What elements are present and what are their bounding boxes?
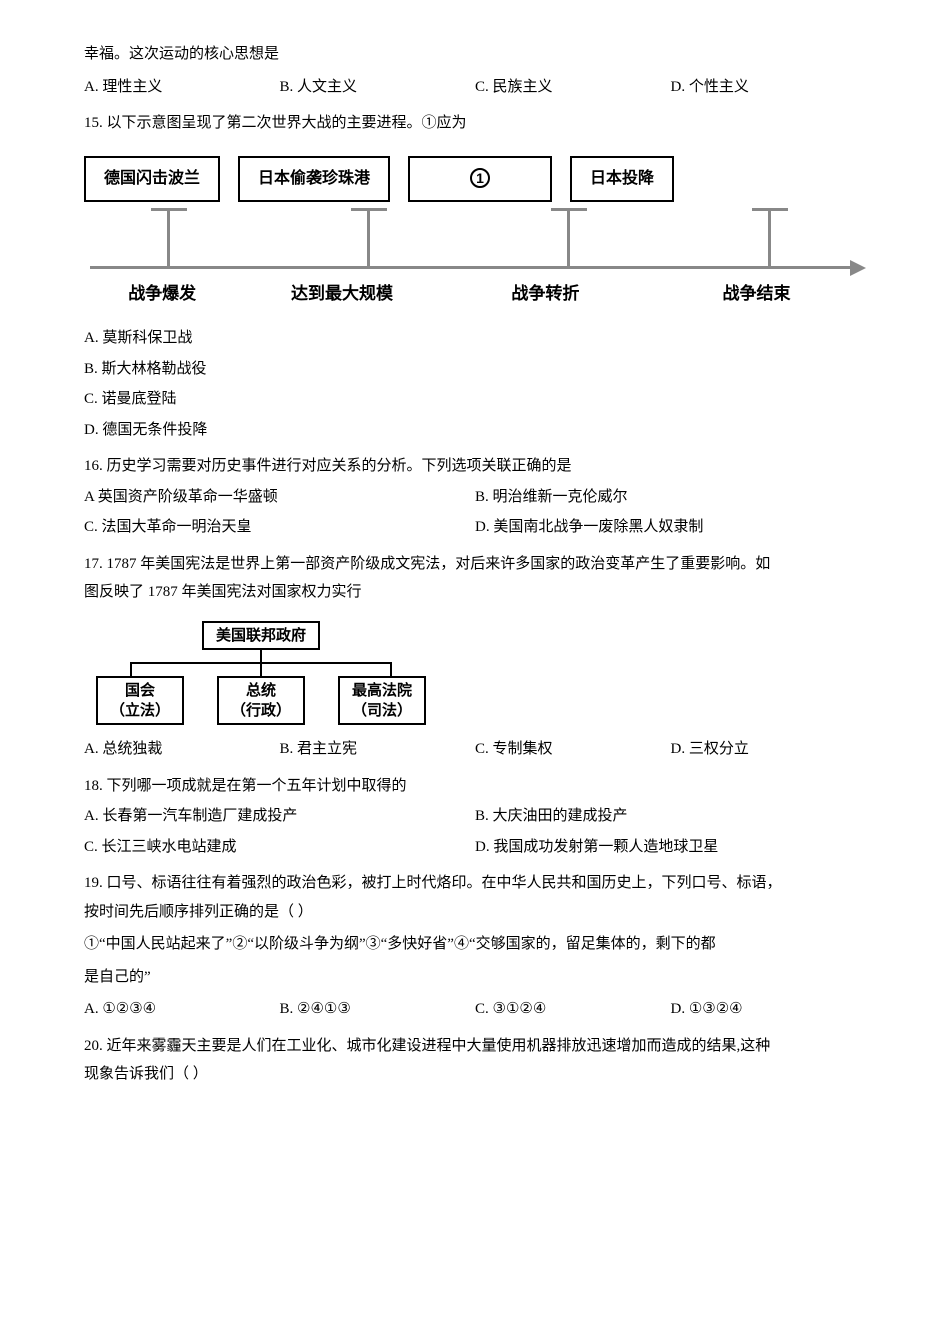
q16-stem: 16. 历史学习需要对历史事件进行对应关系的分析。下列选项关联正确的是 [84, 452, 866, 481]
q15-opt-a[interactable]: A. 莫斯科保卫战 [84, 324, 866, 353]
q14-opt-c[interactable]: C. 民族主义 [475, 73, 671, 102]
q17-stem-1: 17. 1787 年美国宪法是世界上第一部资产阶级成文宪法，对后来许多国家的政治… [84, 550, 866, 579]
q19-opt-b[interactable]: B. ②④①③ [280, 995, 476, 1024]
gov-right-box: 最高法院（司法） [338, 676, 426, 725]
q19-options: A. ①②③④ B. ②④①③ C. ③①②④ D. ①③②④ [84, 995, 866, 1024]
q17-stem-2: 图反映了 1787 年美国宪法对国家权力实行 [84, 578, 866, 607]
q17-opt-c[interactable]: C. 专制集权 [475, 735, 671, 764]
q17-gov-diagram: 美国联邦政府 国会（立法） 总统（行政） 最高法院（司法） [96, 621, 866, 726]
q15-box-4: 日本投降 [570, 156, 674, 202]
tick-1 [167, 208, 170, 266]
q15-label-1: 战争爆发 [84, 278, 240, 310]
q19-stem-2: 按时间先后顺序排列正确的是（ ） [84, 898, 866, 927]
q18-opt-b[interactable]: B. 大庆油田的建成投产 [475, 802, 866, 831]
q15-label-4: 战争结束 [647, 278, 866, 310]
q15-box-row: 德国闪击波兰 日本偷袭珍珠港 1 日本投降 [84, 156, 866, 202]
q15-box-2: 日本偷袭珍珠港 [238, 156, 390, 202]
q15-stem: 15. 以下示意图呈现了第二次世界大战的主要进程。①应为 [84, 109, 866, 138]
q15-opt-b[interactable]: B. 斯大林格勒战役 [84, 355, 866, 384]
q15-opt-d[interactable]: D. 德国无条件投降 [84, 416, 866, 445]
q16-opt-c[interactable]: C. 法国大革命一明治天皇 [84, 513, 475, 542]
q17-opt-a[interactable]: A. 总统独裁 [84, 735, 280, 764]
q14-opt-a[interactable]: A. 理性主义 [84, 73, 280, 102]
q18-row2: C. 长江三峡水电站建成 D. 我国成功发射第一颗人造地球卫星 [84, 833, 866, 862]
q18-stem: 18. 下列哪一项成就是在第一个五年计划中取得的 [84, 772, 866, 801]
q18-row1: A. 长春第一汽车制造厂建成投产 B. 大庆油田的建成投产 [84, 802, 866, 831]
q19-opt-c[interactable]: C. ③①②④ [475, 995, 671, 1024]
q15-labels: 战争爆发 达到最大规模 战争转折 战争结束 [84, 278, 866, 310]
q19-opt-d[interactable]: D. ①③②④ [671, 995, 867, 1024]
gov-left-box: 国会（立法） [96, 676, 184, 725]
q15-timeline [90, 208, 860, 278]
q14-opt-b[interactable]: B. 人文主义 [280, 73, 476, 102]
gov-mid-box: 总统（行政） [217, 676, 305, 725]
timeline-axis [90, 266, 860, 269]
q17-opt-b[interactable]: B. 君主立宪 [280, 735, 476, 764]
tick-3 [567, 208, 570, 266]
q15-opt-c[interactable]: C. 诺曼底登陆 [84, 385, 866, 414]
q16-row1: A 英国资产阶级革命一华盛顿 B. 明治维新一克伦威尔 [84, 483, 866, 512]
gov-top-box: 美国联邦政府 [202, 621, 320, 651]
q16-opt-b[interactable]: B. 明治维新一克伦威尔 [475, 483, 866, 512]
gov-connector [96, 650, 426, 676]
arrow-right-icon [850, 260, 866, 276]
q15-label-3: 战争转折 [444, 278, 647, 310]
q16-opt-d[interactable]: D. 美国南北战争一废除黑人奴隶制 [475, 513, 866, 542]
tick-4 [768, 208, 771, 266]
q16-opt-a[interactable]: A 英国资产阶级革命一华盛顿 [84, 483, 475, 512]
q19-opt-a[interactable]: A. ①②③④ [84, 995, 280, 1024]
q18-opt-a[interactable]: A. 长春第一汽车制造厂建成投产 [84, 802, 475, 831]
q20-stem-2: 现象告诉我们（ ） [84, 1060, 866, 1089]
q16-row2: C. 法国大革命一明治天皇 D. 美国南北战争一废除黑人奴隶制 [84, 513, 866, 542]
q14-tail: 幸福。这次运动的核心思想是 [84, 40, 866, 69]
q15-label-2: 达到最大规模 [240, 278, 443, 310]
q19-stem-1: 19. 口号、标语往往有着强烈的政治色彩，被打上时代烙印。在中华人民共和国历史上… [84, 869, 866, 898]
q20-stem-1: 20. 近年来雾霾天主要是人们在工业化、城市化建设进程中大量使用机器排放迅速增加… [84, 1032, 866, 1061]
q18-opt-d[interactable]: D. 我国成功发射第一颗人造地球卫星 [475, 833, 866, 862]
circle-one-icon: 1 [470, 168, 490, 188]
q18-opt-c[interactable]: C. 长江三峡水电站建成 [84, 833, 475, 862]
q15-box-1: 德国闪击波兰 [84, 156, 220, 202]
q15-box-3: 1 [408, 156, 552, 202]
q19-line-2: 是自己的” [84, 963, 866, 992]
q19-line-1: ①“中国人民站起来了”②“以阶级斗争为纲”③“多快好省”④“交够国家的，留足集体… [84, 930, 866, 959]
q17-opt-d[interactable]: D. 三权分立 [671, 735, 867, 764]
tick-2 [367, 208, 370, 266]
q14-opt-d[interactable]: D. 个性主义 [671, 73, 867, 102]
q14-options: A. 理性主义 B. 人文主义 C. 民族主义 D. 个性主义 [84, 73, 866, 102]
q17-options: A. 总统独裁 B. 君主立宪 C. 专制集权 D. 三权分立 [84, 735, 866, 764]
